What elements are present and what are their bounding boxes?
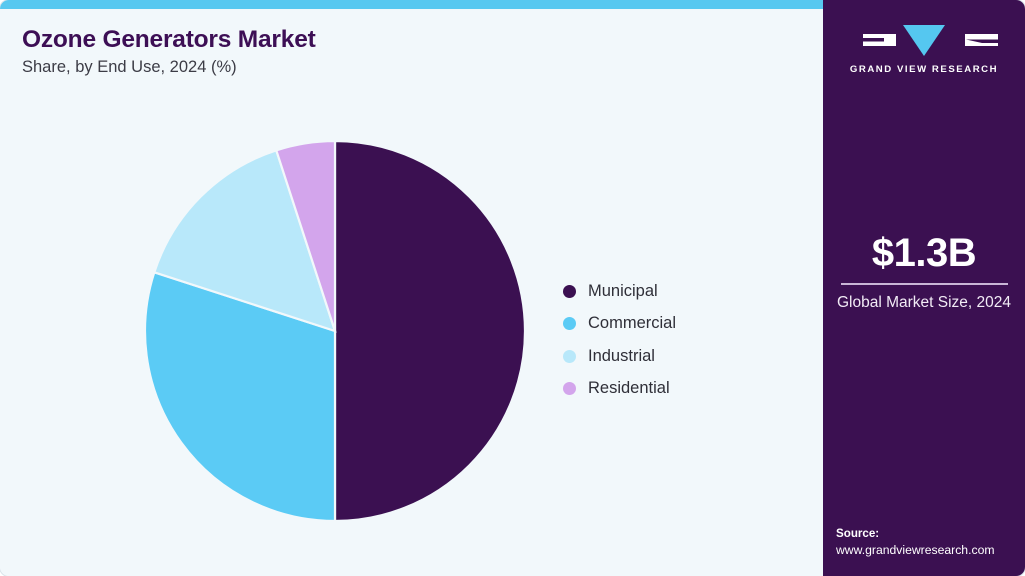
chart-panel: Ozone Generators Market Share, by End Us… — [0, 9, 823, 576]
source-block: Source: www.grandviewresearch.com — [836, 526, 1024, 558]
legend-swatch-icon — [563, 317, 576, 331]
source-label: Source: — [836, 526, 880, 540]
legend-swatch-icon — [563, 284, 576, 298]
pie-slice[interactable] — [274, 140, 337, 332]
pie-slice-group — [144, 140, 526, 522]
stat-block: $1.3B Global Market Size, 2024 — [834, 232, 1014, 312]
legend-item[interactable]: Commercial — [563, 308, 676, 341]
source-url[interactable]: www.grandviewresearch.com — [836, 542, 995, 557]
stat-value: $1.3B — [871, 231, 977, 275]
legend-swatch-icon — [563, 349, 576, 363]
brand-logo: GRAND VIEW RESEARCH — [823, 24, 1025, 75]
brand-wordmark: GRAND VIEW RESEARCH — [849, 64, 999, 75]
legend-item-label: Residential — [588, 379, 670, 398]
gvr-logo-icon — [850, 25, 998, 56]
legend-item-label: Industrial — [588, 346, 655, 365]
legend-item[interactable]: Municipal — [563, 275, 676, 308]
legend-item[interactable]: Residential — [563, 373, 676, 406]
legend-item-label: Commercial — [588, 314, 677, 333]
pie-chart — [144, 140, 526, 522]
pie-chart-svg — [144, 140, 526, 522]
legend-item[interactable]: Industrial — [563, 340, 676, 373]
top-accent-bar — [0, 0, 823, 9]
stat-caption: Global Market Size, 2024 — [836, 293, 1012, 311]
legend-swatch-icon — [563, 382, 576, 396]
legend-item-label: Municipal — [588, 281, 658, 300]
page-subtitle: Share, by End Use, 2024 (%) — [22, 58, 237, 77]
chart-legend: Municipal Commercial Industrial Residential — [563, 275, 676, 405]
stat-divider — [840, 283, 1008, 285]
brand-sidebar: GRAND VIEW RESEARCH $1.3B Global Market … — [823, 0, 1025, 576]
page-title: Ozone Generators Market — [22, 26, 316, 53]
pie-slice[interactable] — [144, 270, 337, 522]
pie-slice[interactable] — [333, 140, 526, 522]
title-block: Ozone Generators Market Share, by End Us… — [22, 26, 722, 78]
